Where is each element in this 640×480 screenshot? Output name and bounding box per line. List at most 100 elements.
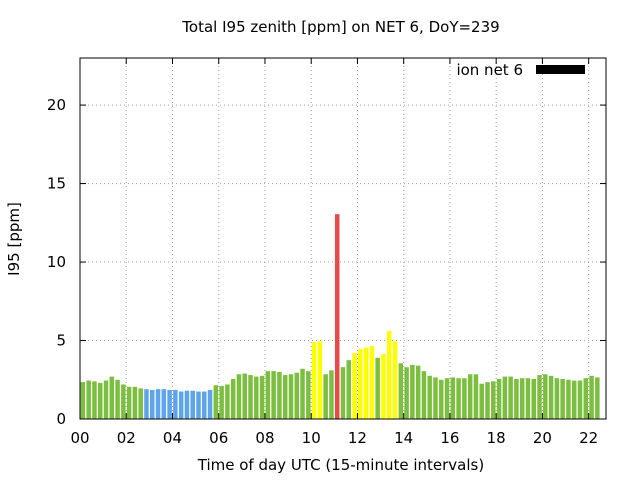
bar <box>178 391 184 419</box>
bar <box>392 341 398 419</box>
bar <box>126 386 132 419</box>
bar <box>473 374 479 419</box>
y-tick-label: 15 <box>47 175 66 193</box>
bar <box>277 371 282 419</box>
x-tick-label: 16 <box>440 429 459 447</box>
bar <box>149 389 155 419</box>
bar <box>369 346 375 419</box>
bar <box>548 375 554 419</box>
bar <box>415 365 421 419</box>
bar <box>184 390 190 419</box>
x-tick-label: 10 <box>302 429 321 447</box>
bar <box>207 389 213 419</box>
bar <box>531 378 537 419</box>
bar <box>334 214 340 419</box>
x-tick-label: 08 <box>255 429 274 447</box>
bar <box>242 373 247 419</box>
bar <box>213 385 219 419</box>
bar <box>202 391 207 419</box>
bar <box>109 376 115 419</box>
bar <box>502 376 508 419</box>
bar <box>485 382 490 419</box>
bar <box>282 375 288 419</box>
bar <box>329 370 334 419</box>
bar <box>86 380 91 419</box>
bar <box>138 388 143 419</box>
bar <box>421 371 427 419</box>
bar <box>444 378 450 419</box>
bar <box>595 377 600 419</box>
bar <box>525 378 531 419</box>
bar <box>196 391 201 419</box>
bar <box>358 349 363 419</box>
x-tick-label: 02 <box>117 429 136 447</box>
x-tick-label: 20 <box>533 429 552 447</box>
legend: ion net 6 <box>456 61 585 79</box>
bar <box>132 386 138 419</box>
bar <box>433 377 438 419</box>
bar <box>103 380 109 419</box>
bar <box>519 378 525 419</box>
bar <box>259 375 265 419</box>
bar <box>560 378 565 419</box>
y-axis-label: I95 [ppm] <box>5 202 23 276</box>
x-tick-label: 04 <box>163 429 182 447</box>
bar <box>80 382 86 419</box>
bar <box>543 374 548 419</box>
axis-ticks: 0 5 10 15 20 00 02 04 06 08 10 12 14 16 18 20 22 <box>47 58 606 447</box>
x-axis-label: Time of day UTC (15-minute intervals) <box>197 456 484 474</box>
bar <box>155 389 161 419</box>
bar <box>346 360 352 419</box>
bar <box>115 379 120 419</box>
bar <box>236 374 242 419</box>
bar <box>496 378 502 419</box>
bar <box>144 389 149 419</box>
bar <box>479 383 484 419</box>
bar <box>265 371 271 419</box>
y-tick-label: 20 <box>47 96 66 114</box>
bar <box>583 378 589 419</box>
bar <box>254 376 259 419</box>
y-tick-label: 0 <box>56 410 66 428</box>
bar <box>248 375 253 419</box>
bar <box>577 380 583 419</box>
legend-label: ion net 6 <box>456 61 523 79</box>
grid-lines <box>80 58 606 419</box>
bar <box>398 363 404 419</box>
bar <box>190 390 195 419</box>
x-tick-label: 00 <box>70 429 89 447</box>
bar <box>317 341 323 419</box>
bar <box>467 374 473 419</box>
bar <box>167 389 172 419</box>
bar <box>508 376 513 419</box>
bar <box>427 375 432 419</box>
bar <box>381 353 386 419</box>
bar <box>439 379 444 419</box>
bar <box>97 382 103 419</box>
y-tick-label: 5 <box>56 332 66 350</box>
bar <box>323 374 328 419</box>
x-tick-label: 14 <box>394 429 413 447</box>
bar <box>571 380 577 419</box>
bar <box>294 372 300 419</box>
y-tick-label: 10 <box>47 253 66 271</box>
legend-swatch <box>536 65 585 74</box>
chart-title: Total I95 zenith [ppm] on NET 6, DoY=239 <box>181 18 499 36</box>
x-tick-label: 12 <box>348 429 367 447</box>
bar <box>340 367 346 419</box>
bar <box>537 375 542 419</box>
bar <box>288 374 294 419</box>
bar <box>589 375 594 419</box>
bar <box>456 378 461 419</box>
bar <box>300 368 305 419</box>
bar <box>491 381 496 419</box>
bar <box>410 364 415 419</box>
bar <box>554 378 560 419</box>
bar <box>92 381 97 419</box>
bar <box>311 342 317 419</box>
bar <box>219 386 224 419</box>
bar <box>375 357 380 419</box>
bar <box>566 379 571 419</box>
bar <box>121 384 126 419</box>
